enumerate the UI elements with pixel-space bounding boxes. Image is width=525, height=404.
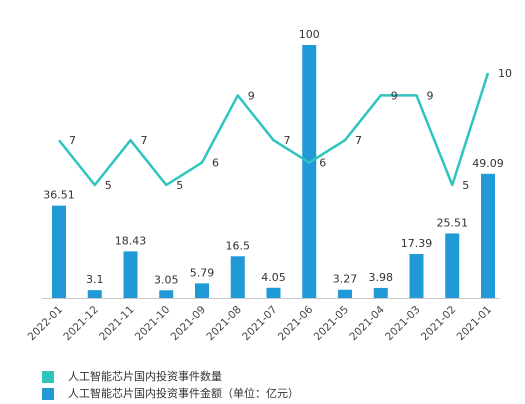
- x-tick-label-7: 2021-06: [276, 303, 316, 343]
- legend-item-count: 人工智能芯片国内投资事件数量: [42, 368, 299, 385]
- legend-label-count: 人工智能芯片国内投资事件数量: [68, 370, 222, 383]
- x-tick-label-6: 2021-07: [240, 304, 280, 344]
- line-label-11: 5: [462, 179, 469, 192]
- x-tick-label-1: 2021-12: [61, 304, 101, 344]
- bar-label-0: 36.51: [43, 189, 75, 202]
- x-tick-label-5: 2021-08: [204, 304, 244, 344]
- x-tick-label-12: 2021-01: [455, 304, 495, 344]
- bar-7: [302, 45, 317, 298]
- bar-2: [123, 251, 138, 298]
- x-tick-label-10: 2021-03: [383, 304, 423, 344]
- bar-label-6: 4.05: [261, 271, 286, 284]
- bar-6: [266, 287, 281, 298]
- bar-5: [230, 256, 245, 298]
- bar-4: [195, 283, 209, 298]
- bar-1: [87, 290, 102, 298]
- bar-label-1: 3.1: [86, 273, 104, 286]
- line-label-6: 7: [284, 134, 291, 147]
- bar-0: [52, 205, 66, 298]
- bar-12: [481, 173, 495, 298]
- bar-label-12: 49.09: [472, 157, 504, 170]
- legend-item-amount: 人工智能芯片国内投资事件金额（单位：亿元）: [42, 385, 299, 402]
- bar-label-11: 25.51: [437, 216, 469, 229]
- x-tick-label-11: 2021-02: [419, 304, 459, 344]
- bar-3: [159, 290, 174, 298]
- count-line: [58, 72, 490, 187]
- legend-label-amount: 人工智能芯片国内投资事件金额（单位：亿元）: [68, 387, 299, 400]
- legend-swatch-amount: [42, 387, 54, 400]
- line-label-10: 9: [427, 89, 434, 102]
- line-label-1: 5: [105, 179, 112, 192]
- line-label-5: 9: [248, 89, 255, 102]
- bar-10: [409, 254, 424, 298]
- bar-label-7: 100: [299, 28, 320, 41]
- line-label-7: 6: [319, 157, 326, 170]
- bar-label-8: 3.27: [333, 273, 358, 286]
- line-label-12: 10: [498, 67, 512, 80]
- bar-label-10: 17.39: [401, 237, 433, 250]
- bar-label-4: 5.79: [190, 266, 215, 279]
- line-label-4: 6: [212, 157, 219, 170]
- line-label-0: 7: [69, 134, 76, 147]
- x-tick-label-2: 2021-11: [97, 304, 137, 344]
- x-tick-label-0: 2022-01: [26, 304, 66, 344]
- bar-label-2: 18.43: [115, 234, 147, 247]
- bar-11: [445, 233, 460, 298]
- line-label-2: 7: [141, 134, 148, 147]
- x-tick-label-8: 2021-05: [312, 304, 352, 344]
- bar-label-9: 3.98: [369, 271, 394, 284]
- legend: 人工智能芯片国内投资事件数量 人工智能芯片国内投资事件金额（单位：亿元）: [42, 368, 299, 402]
- x-tick-label-4: 2021-09: [169, 304, 209, 344]
- x-tick-label-9: 2021-04: [347, 303, 387, 343]
- bar-label-5: 16.5: [226, 239, 251, 252]
- line-label-9: 9: [391, 89, 398, 102]
- bar-9: [373, 287, 388, 298]
- legend-swatch-count: [42, 370, 54, 383]
- line-label-3: 5: [176, 179, 183, 192]
- bar-label-3: 3.05: [154, 273, 179, 286]
- bar-8: [338, 289, 352, 298]
- line-label-8: 7: [355, 134, 362, 147]
- x-tick-label-3: 2021-10: [133, 304, 173, 344]
